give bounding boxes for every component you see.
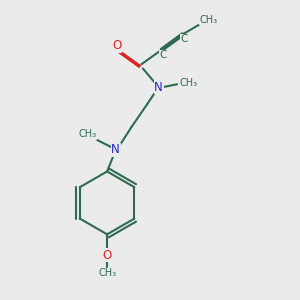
- Text: N: N: [111, 143, 120, 157]
- Text: C: C: [181, 34, 188, 44]
- Text: O: O: [112, 39, 122, 52]
- Text: CH₃: CH₃: [200, 15, 218, 25]
- Text: CH₃: CH₃: [98, 268, 116, 278]
- Text: CH₃: CH₃: [179, 78, 198, 88]
- Text: C: C: [159, 50, 167, 60]
- Text: CH₃: CH₃: [78, 129, 96, 139]
- Text: O: O: [103, 249, 112, 262]
- Text: N: N: [154, 81, 163, 94]
